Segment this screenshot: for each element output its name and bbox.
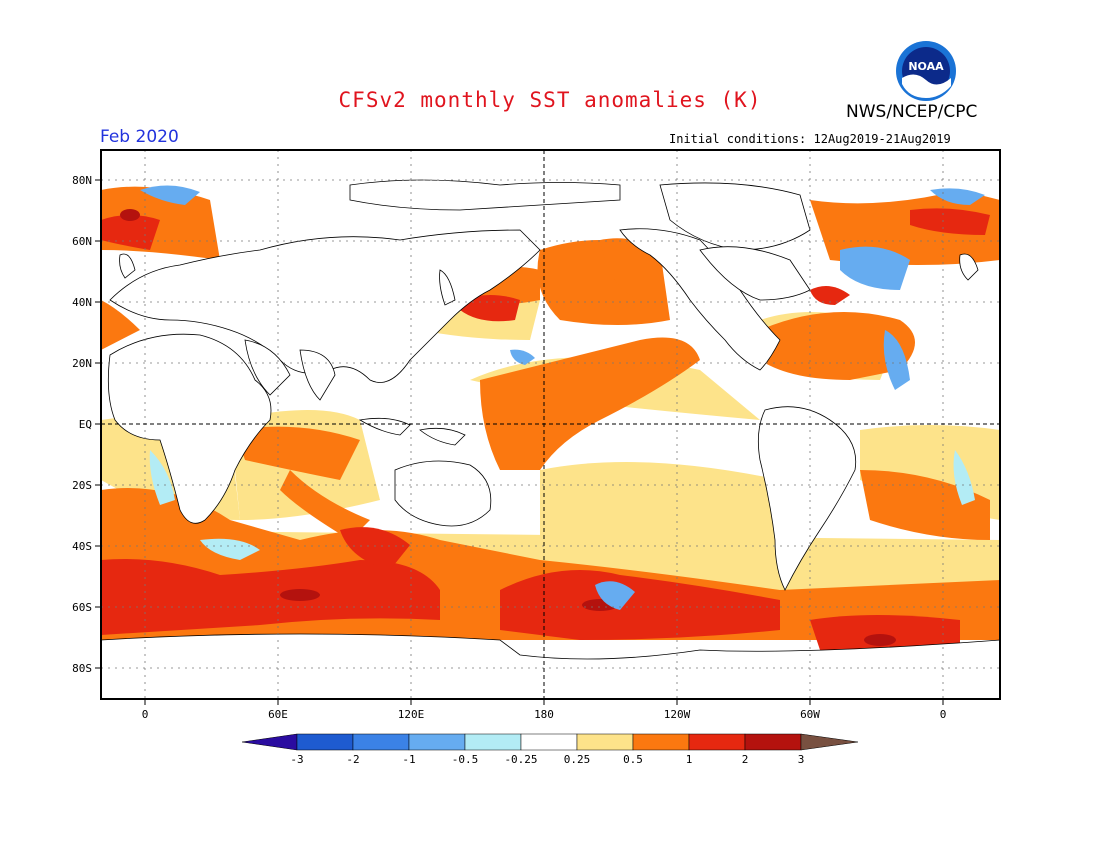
colorbar: -3 -2 -1 -0.5 -0.25 0.25 0.5 1 2 3 xyxy=(241,733,859,766)
lat-label: 20S xyxy=(72,479,92,492)
colorbar-bin xyxy=(688,733,746,751)
lat-label: EQ xyxy=(79,418,92,431)
colorbar-bin xyxy=(408,733,466,751)
lon-axis: 0 60E 120E 180 120W 60W 0 xyxy=(142,699,947,721)
colorbar-bin xyxy=(352,733,410,751)
colorbar-label: 3 xyxy=(798,753,805,766)
anomaly-neg-0p5-neg-1 xyxy=(140,185,985,610)
lat-label: 40N xyxy=(72,296,92,309)
colorbar-label: -1 xyxy=(402,753,415,766)
colorbar-label: -0.5 xyxy=(452,753,479,766)
lat-label: 60S xyxy=(72,601,92,614)
colorbar-label: -3 xyxy=(290,753,303,766)
colorbar-bin xyxy=(296,733,354,751)
colorbar-label: 2 xyxy=(742,753,749,766)
anomaly-2-3 xyxy=(120,209,896,646)
lon-label: 180 xyxy=(534,708,554,721)
initial-conditions: Initial conditions: 12Aug2019-21Aug2019 xyxy=(669,132,951,146)
colorbar-bin xyxy=(464,733,522,751)
colorbar-low-arrow xyxy=(241,733,298,751)
valid-month: Feb 2020 xyxy=(100,127,179,147)
lon-label: 0 xyxy=(142,708,149,721)
lon-label: 120W xyxy=(664,708,691,721)
lat-label: 40S xyxy=(72,540,92,553)
lat-label: 80N xyxy=(72,174,92,187)
lat-label: 80S xyxy=(72,662,92,675)
colorbar-bin xyxy=(632,733,690,751)
colorbar-bin xyxy=(520,733,578,751)
colorbar-label: 0.25 xyxy=(564,753,591,766)
colorbar-label: 1 xyxy=(686,753,693,766)
chart-title: CFSv2 monthly SST anomalies (K) xyxy=(338,88,762,112)
lat-label: 60N xyxy=(72,235,92,248)
colorbar-bin xyxy=(576,733,634,751)
agency-label: NWS/NCEP/CPC xyxy=(846,102,978,122)
colorbar-high-arrow xyxy=(800,733,859,751)
continents xyxy=(101,179,1000,699)
lon-label: 60W xyxy=(800,708,820,721)
noaa-logo-text: NOAA xyxy=(908,60,944,73)
colorbar-bin xyxy=(744,733,802,751)
lon-label: 120E xyxy=(398,708,425,721)
colorbar-label: -0.25 xyxy=(504,753,537,766)
noaa-logo: NOAA xyxy=(896,41,956,101)
lat-axis: 80N 60N 40N 20N EQ 20S 40S 60S 80S xyxy=(72,174,101,675)
equator-dateline xyxy=(101,150,1000,699)
colorbar-label: -2 xyxy=(346,753,359,766)
lat-label: 20N xyxy=(72,357,92,370)
anomaly-field xyxy=(101,150,1000,699)
colorbar-label: 0.5 xyxy=(623,753,643,766)
lon-label: 60E xyxy=(268,708,288,721)
lon-label: 0 xyxy=(940,708,947,721)
